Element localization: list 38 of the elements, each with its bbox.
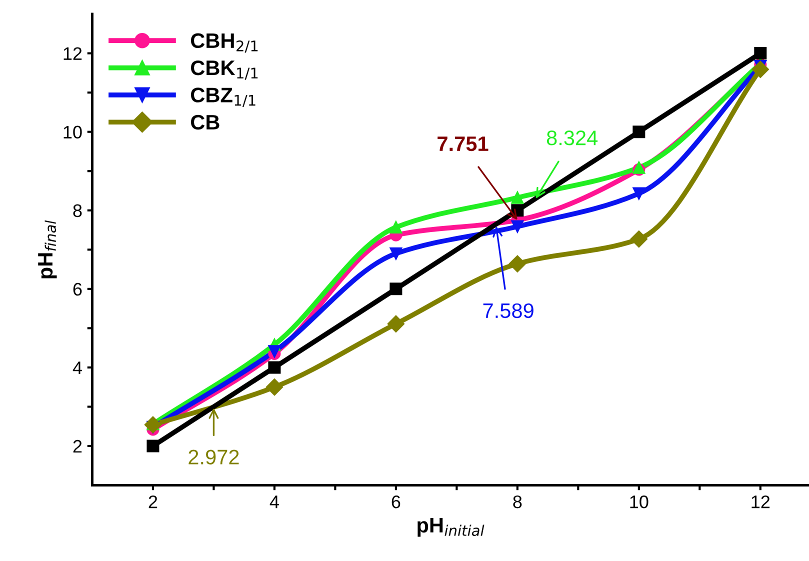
point bbox=[387, 315, 404, 332]
point bbox=[390, 282, 402, 296]
point bbox=[511, 191, 524, 204]
y-axis-title: pH$_{final}$ bbox=[38, 220, 57, 278]
x-tick-label: 8 bbox=[513, 495, 522, 508]
annotation: 8.324 bbox=[546, 130, 598, 146]
point bbox=[144, 416, 162, 434]
y-tick-label: 6 bbox=[73, 282, 82, 296]
x-tick-label: 2 bbox=[148, 495, 158, 508]
annotation: 7.589 bbox=[483, 303, 534, 318]
x-tick-label: 4 bbox=[270, 496, 279, 508]
legend-label: CB bbox=[191, 114, 220, 130]
y-tick-label: 2 bbox=[73, 440, 82, 453]
point bbox=[390, 247, 402, 260]
point bbox=[752, 60, 769, 78]
x-axis-title: pH$_{initial}$ bbox=[418, 518, 484, 537]
legend-label: CBH$_{2/1}$ bbox=[191, 33, 258, 53]
point bbox=[511, 220, 524, 233]
point bbox=[268, 361, 281, 374]
point bbox=[632, 126, 646, 138]
x-tick-label: 6 bbox=[392, 495, 400, 508]
y-tick-label: 4 bbox=[72, 362, 82, 374]
annotation: 7.751 bbox=[438, 136, 488, 152]
legend-label: CBK$_{1/1}$ bbox=[191, 60, 258, 80]
annotation: 2.972 bbox=[188, 450, 239, 464]
point bbox=[632, 187, 646, 200]
legend-label: CBZ$_{1/1}$ bbox=[191, 88, 256, 107]
point bbox=[146, 440, 160, 452]
y-tick-label: 12 bbox=[64, 47, 82, 60]
point bbox=[508, 255, 526, 272]
x-tick-label: 12 bbox=[752, 495, 770, 508]
point bbox=[266, 378, 284, 396]
x-tick-label: 10 bbox=[630, 495, 648, 508]
y-tick-label: 8 bbox=[73, 204, 82, 218]
point bbox=[754, 47, 767, 60]
point bbox=[390, 221, 402, 234]
point bbox=[630, 230, 648, 248]
y-tick-label: 10 bbox=[64, 126, 82, 139]
